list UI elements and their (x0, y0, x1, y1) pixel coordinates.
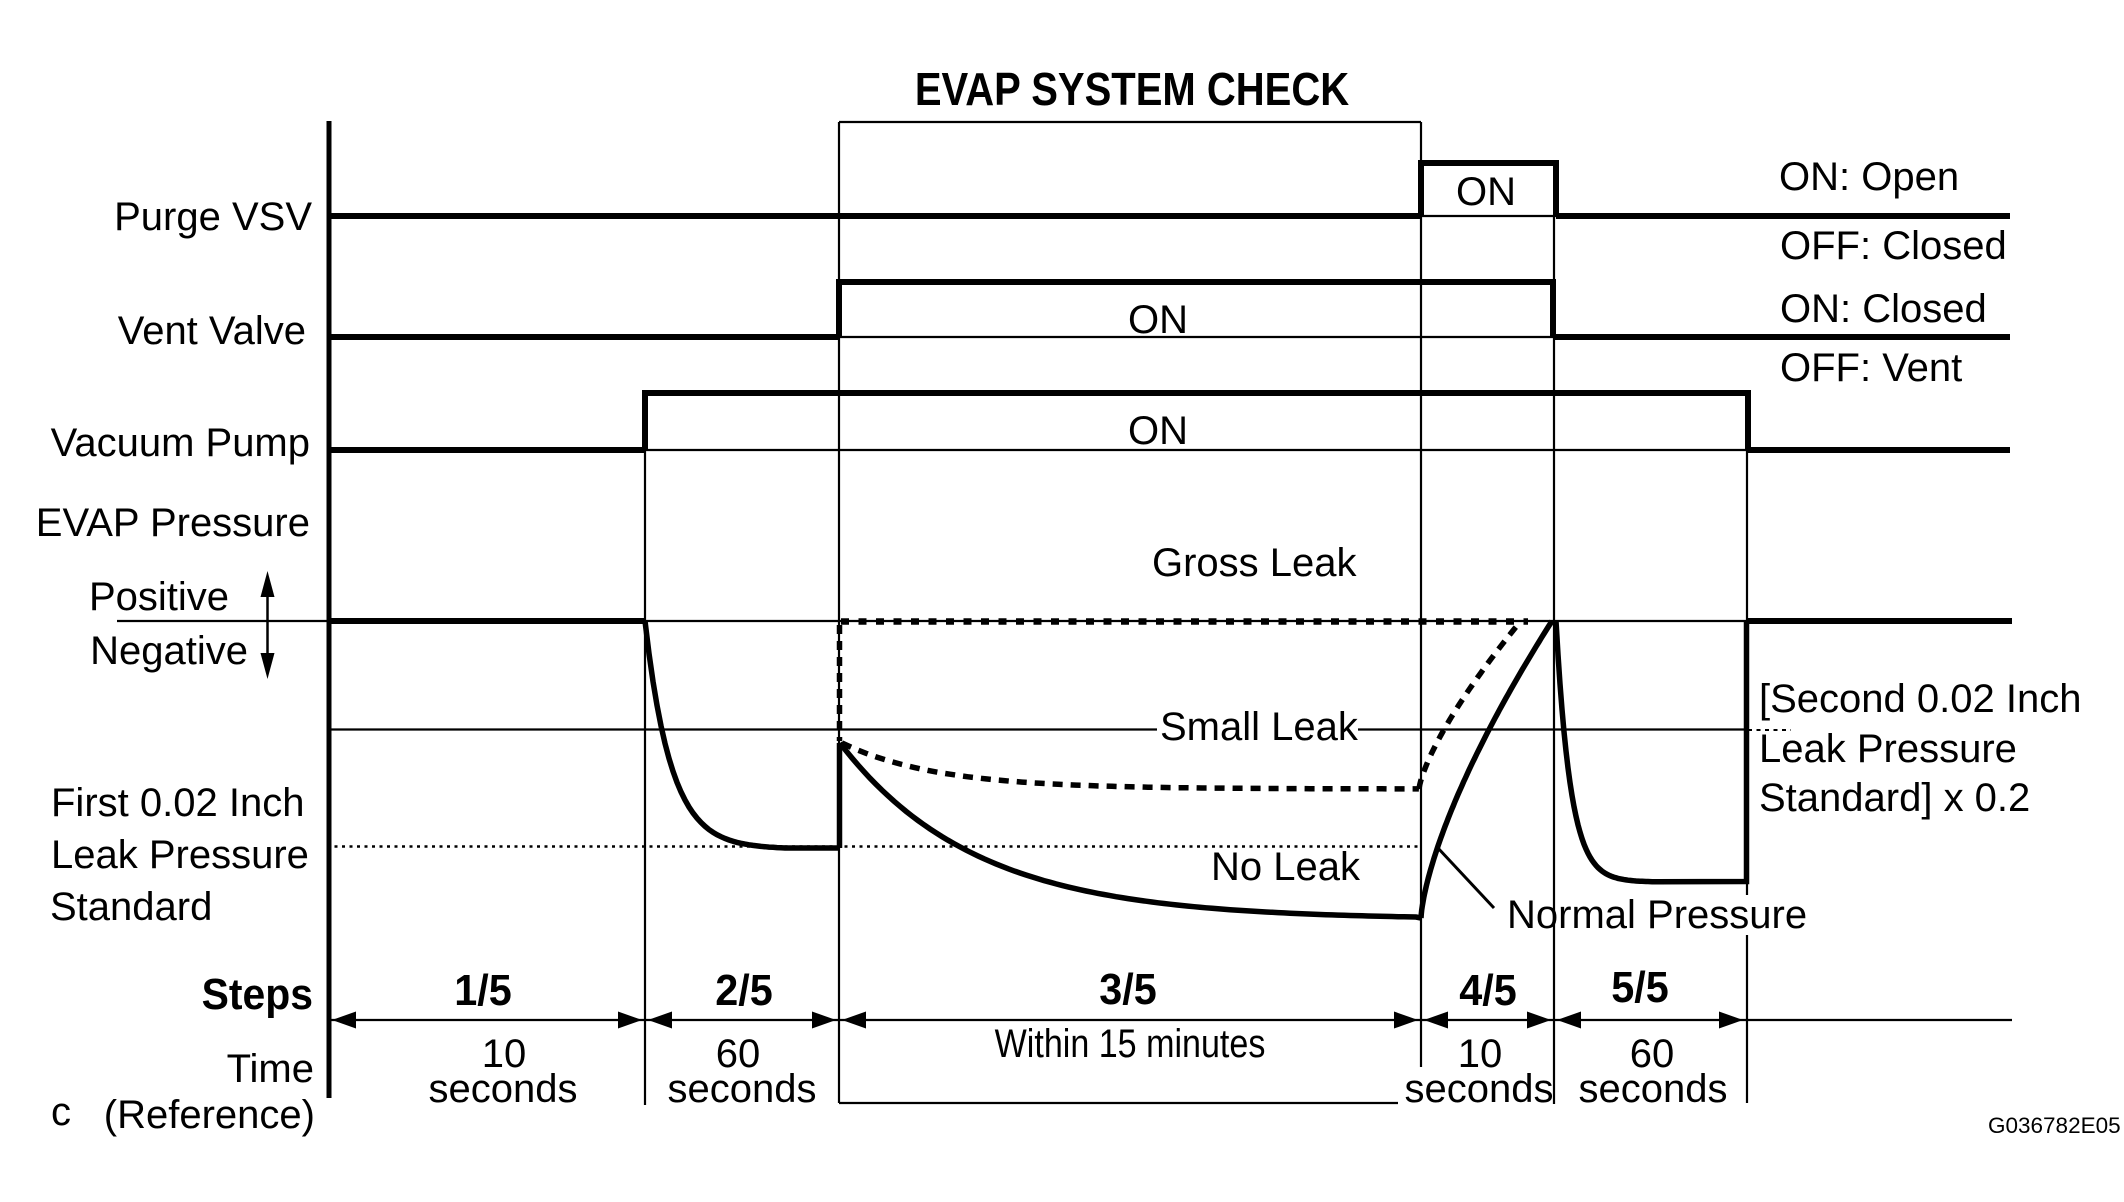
svg-text:Time: Time (227, 1047, 314, 1091)
svg-text:3/5: 3/5 (1099, 965, 1156, 1014)
svg-text:Gross Leak: Gross Leak (1152, 541, 1358, 585)
svg-text:10: 10 (482, 1032, 527, 1076)
svg-text:G036782E05: G036782E05 (1988, 1113, 2121, 1138)
svg-text:Purge VSV: Purge VSV (114, 195, 312, 239)
svg-text:First 0.02 Inch: First 0.02 Inch (51, 781, 304, 825)
svg-text:Vacuum Pump: Vacuum Pump (51, 421, 310, 465)
svg-text:ON: Open: ON: Open (1779, 155, 1959, 199)
svg-text:Positive: Positive (89, 575, 229, 619)
svg-text:Vent Valve: Vent Valve (118, 309, 306, 353)
svg-text:seconds: seconds (429, 1067, 578, 1111)
svg-text:EVAP Pressure: EVAP Pressure (36, 501, 310, 545)
svg-text:seconds: seconds (668, 1067, 817, 1111)
svg-text:4/5: 4/5 (1459, 966, 1516, 1015)
svg-text:ON: ON (1456, 170, 1516, 214)
svg-text:OFF: Closed: OFF: Closed (1780, 224, 2007, 268)
svg-text:No Leak: No Leak (1211, 845, 1361, 889)
svg-text:EVAP SYSTEM CHECK: EVAP SYSTEM CHECK (915, 64, 1349, 115)
svg-text:seconds: seconds (1579, 1067, 1728, 1111)
svg-text:Within 15 minutes: Within 15 minutes (995, 1020, 1266, 1065)
svg-text:60: 60 (716, 1032, 761, 1076)
svg-text:Normal Pressure: Normal Pressure (1507, 893, 1807, 937)
svg-text:Leak Pressure: Leak Pressure (51, 833, 309, 877)
svg-text:5/5: 5/5 (1611, 963, 1668, 1012)
svg-text:Standard] x 0.2: Standard] x 0.2 (1759, 776, 2030, 820)
svg-text:[Second 0.02 Inch: [Second 0.02 Inch (1759, 677, 2081, 721)
svg-text:10: 10 (1458, 1032, 1503, 1076)
svg-text:seconds: seconds (1405, 1067, 1554, 1111)
svg-text:c: c (51, 1090, 71, 1134)
svg-text:OFF: Vent: OFF: Vent (1780, 346, 1962, 390)
svg-text:Steps: Steps (202, 971, 313, 1020)
svg-text:Standard: Standard (50, 885, 212, 929)
svg-text:Negative: Negative (90, 629, 248, 673)
svg-text:Small Leak: Small Leak (1160, 705, 1359, 749)
svg-text:1/5: 1/5 (454, 966, 511, 1015)
svg-text:ON: ON (1128, 409, 1188, 453)
svg-text:(Reference): (Reference) (104, 1093, 315, 1137)
svg-text:2/5: 2/5 (715, 966, 772, 1015)
svg-text:60: 60 (1630, 1032, 1675, 1076)
svg-text:ON: ON (1128, 298, 1188, 342)
svg-text:Leak Pressure: Leak Pressure (1759, 727, 2017, 771)
svg-text:ON: Closed: ON: Closed (1780, 287, 1987, 331)
